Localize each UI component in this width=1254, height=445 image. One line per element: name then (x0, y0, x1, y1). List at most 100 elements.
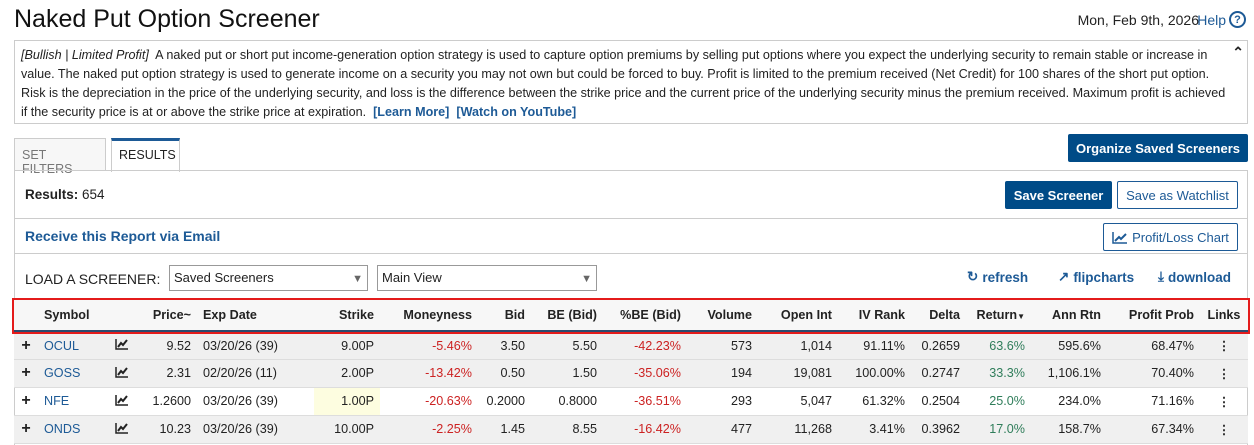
table-header-row: Symbol Price~ Exp Date Strike Moneyness … (14, 300, 1248, 333)
download-label: download (1167, 269, 1231, 285)
divider (14, 253, 1248, 254)
symbol-link[interactable]: OCUL (38, 331, 108, 360)
pct-be-cell: -16.42% (603, 415, 687, 444)
iv-rank-cell: 61.32% (838, 387, 911, 416)
iv-rank-cell: 100.00% (838, 359, 911, 388)
bid-cell: 0.2000 (478, 387, 531, 416)
chart-icon[interactable] (108, 415, 135, 444)
return-cell: 33.3% (966, 359, 1031, 388)
results-count: Results: 654 (25, 187, 105, 202)
ann-rtn-cell: 234.0% (1031, 387, 1107, 416)
col-open-int[interactable]: Open Int (758, 300, 838, 333)
col-ann-rtn[interactable]: Ann Rtn (1031, 300, 1107, 333)
delta-cell: 0.2747 (911, 359, 966, 388)
chart-icon[interactable] (108, 359, 135, 388)
profit-prob-cell: 68.47% (1107, 331, 1200, 360)
ann-rtn-cell: 595.6% (1031, 331, 1107, 360)
save-as-watchlist-button[interactable]: Save as Watchlist (1117, 181, 1238, 209)
profit-prob-cell: 67.34% (1107, 415, 1200, 444)
organize-saved-screeners-button[interactable]: Organize Saved Screeners (1068, 134, 1248, 162)
collapse-chevron-up-icon[interactable]: ⌃ (1232, 44, 1244, 60)
col-return[interactable]: Return▼ (966, 300, 1031, 333)
chart-icon[interactable] (108, 331, 135, 360)
col-volume[interactable]: Volume (687, 300, 758, 333)
select-value: Main View (382, 270, 442, 285)
be-cell: 0.8000 (531, 387, 603, 416)
profit-loss-chart-button[interactable]: Profit/Loss Chart (1103, 223, 1238, 251)
col-exp-date[interactable]: Exp Date (197, 300, 314, 333)
view-select[interactable]: Main View ▼ (377, 265, 597, 291)
strike-cell: 9.00P (314, 331, 380, 360)
volume-cell: 293 (687, 387, 758, 416)
expand-plus-icon[interactable]: + (14, 331, 38, 360)
flipcharts-button[interactable]: ↗ flipcharts (1058, 269, 1134, 285)
exp-date-cell: 02/20/26 (11) (197, 359, 314, 388)
col-delta[interactable]: Delta (911, 300, 966, 333)
more-vertical-icon[interactable]: ⋮ (1200, 331, 1248, 360)
strike-cell: 2.00P (314, 359, 380, 388)
bid-cell: 1.45 (478, 415, 531, 444)
tab-set-filters[interactable]: SET FILTERS (14, 138, 106, 176)
price-cell: 9.52 (135, 331, 197, 360)
load-screener-label: LOAD A SCREENER: (25, 271, 161, 287)
exp-date-cell: 03/20/26 (39) (197, 415, 314, 444)
moneyness-cell: -2.25% (380, 415, 478, 444)
return-cell: 17.0% (966, 415, 1031, 444)
table-row: + NFE 1.2600 03/20/26 (39) 1.00P -20.63% 0.200… (14, 387, 1248, 416)
bid-cell: 3.50 (478, 331, 531, 360)
col-pct-be-bid[interactable]: %BE (Bid) (603, 300, 687, 333)
more-vertical-icon[interactable]: ⋮ (1200, 387, 1248, 416)
expand-plus-icon[interactable]: + (14, 387, 38, 416)
open-int-cell: 1,014 (758, 331, 838, 360)
return-cell: 25.0% (966, 387, 1031, 416)
moneyness-cell: -13.42% (380, 359, 478, 388)
refresh-icon: ↻ (967, 269, 979, 284)
col-profit-prob[interactable]: Profit Prob (1107, 300, 1200, 333)
chart-icon[interactable] (108, 387, 135, 416)
col-moneyness[interactable]: Moneyness (380, 300, 478, 333)
refresh-button[interactable]: ↻ refresh (967, 269, 1028, 285)
price-cell: 2.31 (135, 359, 197, 388)
download-button[interactable]: ⤓ download (1158, 269, 1231, 285)
saved-screeners-select[interactable]: Saved Screeners ▼ (169, 265, 368, 291)
help-link[interactable]: Help? (1197, 11, 1246, 28)
youtube-link[interactable]: [Watch on YouTube] (456, 105, 577, 119)
col-be-bid[interactable]: BE (Bid) (531, 300, 603, 333)
expand-plus-icon[interactable]: + (14, 359, 38, 388)
strike-cell: 10.00P (314, 415, 380, 444)
symbol-link[interactable]: NFE (38, 387, 108, 416)
help-label: Help (1197, 11, 1226, 28)
symbol-link[interactable]: ONDS (38, 415, 108, 444)
strategy-description: [Bullish | Limited Profit] A naked put o… (14, 40, 1248, 124)
expand-plus-icon[interactable]: + (14, 415, 38, 444)
table-row: + ONDS 10.23 03/20/26 (39) 10.00P -2.25% 1.45 8… (14, 415, 1248, 444)
more-vertical-icon[interactable]: ⋮ (1200, 359, 1248, 388)
exp-date-cell: 03/20/26 (39) (197, 331, 314, 360)
table-row: + OCUL 9.52 03/20/26 (39) 9.00P -5.46% 3.50 5.5… (14, 331, 1248, 360)
email-report-link[interactable]: Receive this Report via Email (25, 228, 221, 244)
volume-cell: 194 (687, 359, 758, 388)
col-strike[interactable]: Strike (314, 300, 380, 333)
col-bid[interactable]: Bid (478, 300, 531, 333)
col-iv-rank[interactable]: IV Rank (838, 300, 911, 333)
be-cell: 8.55 (531, 415, 603, 444)
open-int-cell: 5,047 (758, 387, 838, 416)
iv-rank-cell: 3.41% (838, 415, 911, 444)
delta-cell: 0.2504 (911, 387, 966, 416)
col-symbol[interactable]: Symbol (38, 300, 108, 333)
learn-more-link[interactable]: [Learn More] (373, 105, 450, 119)
iv-rank-cell: 91.11% (838, 331, 911, 360)
col-price[interactable]: Price~ (135, 300, 197, 333)
save-screener-button[interactable]: Save Screener (1005, 181, 1112, 209)
be-cell: 5.50 (531, 331, 603, 360)
divider (14, 218, 1248, 219)
price-cell: 1.2600 (135, 387, 197, 416)
download-icon: ⤓ (1158, 269, 1164, 284)
pct-be-cell: -36.51% (603, 387, 687, 416)
symbol-link[interactable]: GOSS (38, 359, 108, 388)
line-chart-icon (1112, 231, 1128, 244)
pct-be-cell: -42.23% (603, 331, 687, 360)
tab-results[interactable]: RESULTS (111, 138, 180, 172)
ann-rtn-cell: 1,106.1% (1031, 359, 1107, 388)
more-vertical-icon[interactable]: ⋮ (1200, 415, 1248, 444)
